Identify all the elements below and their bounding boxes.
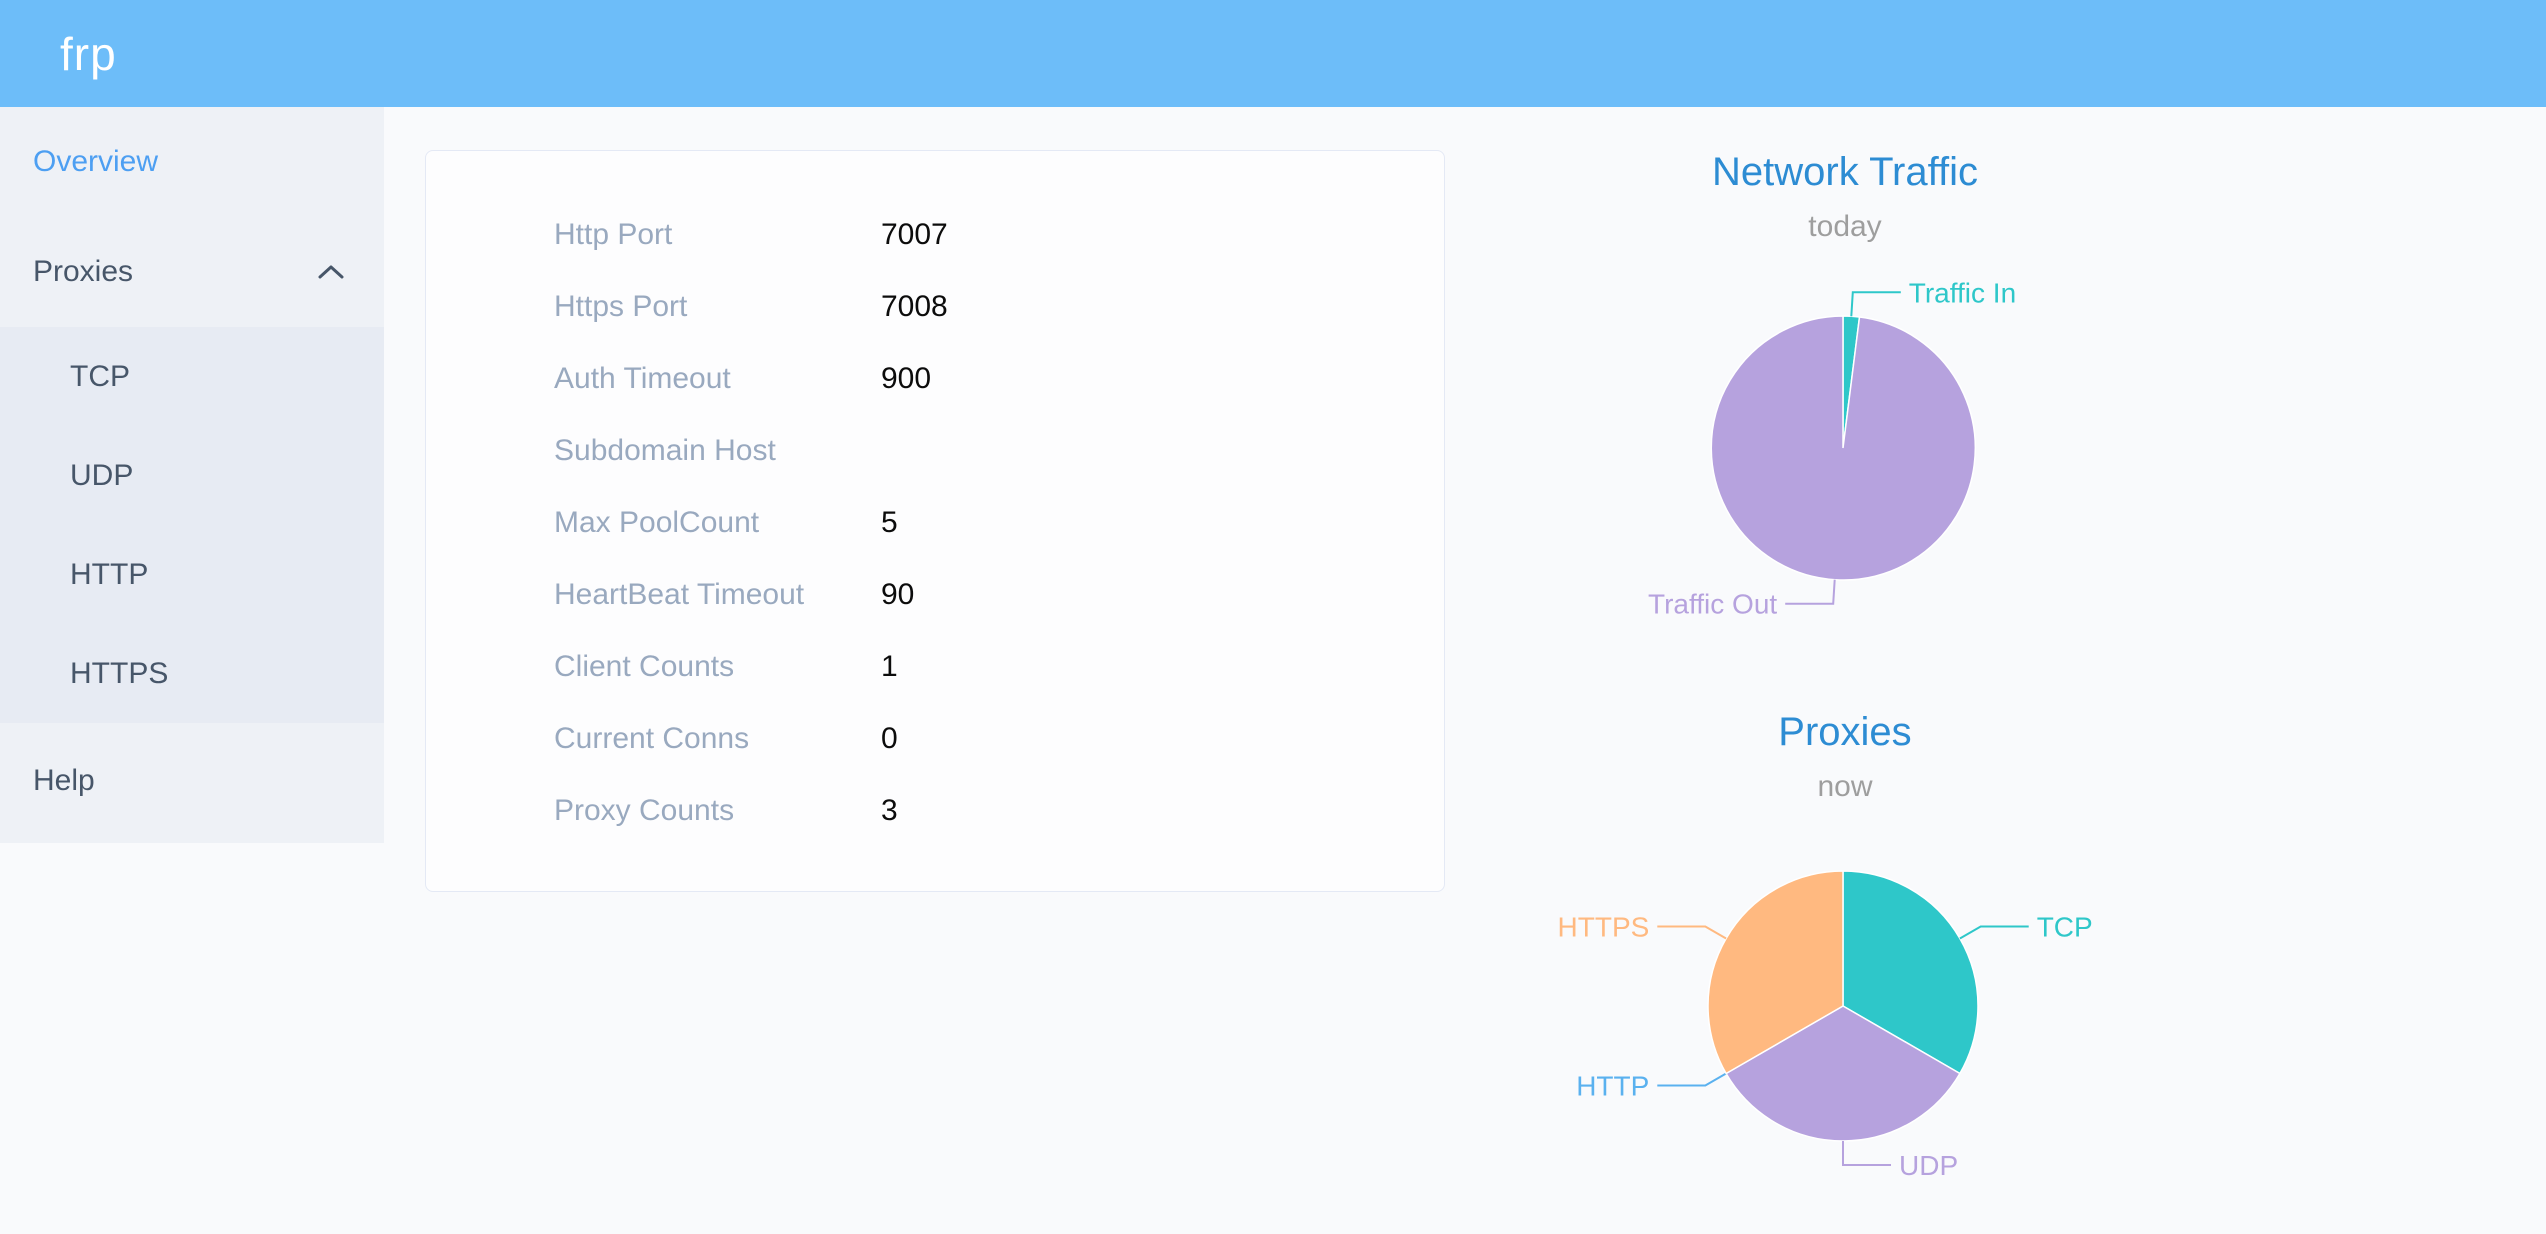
info-row: Current Conns 0 xyxy=(426,703,1444,775)
sidebar-item-help-label: Help xyxy=(33,764,95,797)
app-header: frp xyxy=(0,0,2546,107)
pie-leader-line-tcp xyxy=(1959,925,2029,940)
sidebar-item-http-label: HTTP xyxy=(70,557,149,591)
sidebar-item-proxies[interactable]: Proxies xyxy=(0,217,384,327)
info-row: Subdomain Host xyxy=(426,415,1444,487)
pie-label-traffic-in: Traffic In xyxy=(1909,277,2016,308)
info-rows: Http Port 7007 Https Port 7008 Auth Time… xyxy=(426,151,1444,847)
pie-leader-line-traffic-in xyxy=(1850,291,1901,317)
pie-label-udp: UDP xyxy=(1899,1150,1958,1181)
pie-slice-https[interactable] xyxy=(1707,870,1844,1075)
info-label: Http Port xyxy=(554,218,673,251)
sidebar-item-proxies-label: Proxies xyxy=(33,255,134,288)
info-row: Max PoolCount 5 xyxy=(426,487,1444,559)
info-label: Auth Timeout xyxy=(554,362,731,395)
sidebar: Overview Proxies TCP UDP HTTP HTTPS Help xyxy=(0,107,384,843)
sidebar-item-https[interactable]: HTTPS xyxy=(0,624,384,723)
pie-slice-traffic-out[interactable] xyxy=(1710,315,1977,581)
sidebar-item-udp[interactable]: UDP xyxy=(0,426,384,525)
network-traffic-subtitle: today xyxy=(1808,210,1882,243)
info-value: 7007 xyxy=(881,218,948,251)
sidebar-item-https-label: HTTPS xyxy=(70,656,169,690)
pie-leader-line-http xyxy=(1657,1072,1727,1087)
network-traffic-title: Network Traffic xyxy=(1712,150,1978,194)
pie-slice-tcp[interactable] xyxy=(1842,870,1979,1075)
info-value: 900 xyxy=(881,362,932,395)
info-value: 90 xyxy=(881,578,915,611)
info-row: Proxy Counts 3 xyxy=(426,775,1444,847)
chevron-up-icon[interactable] xyxy=(318,264,344,280)
network-traffic-pie: Traffic In Traffic Out xyxy=(1648,277,2016,620)
sidebar-item-overview-label: Overview xyxy=(33,145,159,178)
network-traffic-chart: Network Traffic today Traffic In Traffic … xyxy=(1545,140,2145,700)
pie-label-https: HTTPS xyxy=(1558,912,1650,943)
info-label: Current Conns xyxy=(554,722,750,755)
pie-leader-line-udp xyxy=(1842,1141,1891,1166)
sidebar-item-help[interactable]: Help xyxy=(0,723,384,839)
info-label: Proxy Counts xyxy=(554,794,735,827)
server-info-card: Http Port 7007 Https Port 7008 Auth Time… xyxy=(425,150,1445,892)
info-label: Client Counts xyxy=(554,650,735,683)
info-row: Https Port 7008 xyxy=(426,271,1444,343)
sidebar-item-tcp-label: TCP xyxy=(70,359,130,393)
info-row: Http Port 7007 xyxy=(426,199,1444,271)
info-value: 7008 xyxy=(881,290,948,323)
pie-label-traffic-out: Traffic Out xyxy=(1648,589,1777,620)
pie-leader-line-https xyxy=(1657,925,1727,940)
info-value: 5 xyxy=(881,506,898,539)
info-label: HeartBeat Timeout xyxy=(554,578,805,611)
proxies-chart: Proxies now TCP UDP HTTP HTTPS xyxy=(1545,700,2145,1234)
info-value: 1 xyxy=(881,650,898,683)
sidebar-item-tcp[interactable]: TCP xyxy=(0,327,384,426)
pie-label-tcp: TCP xyxy=(2037,912,2093,943)
pie-leader-line-traffic-out xyxy=(1785,579,1836,605)
frp-logo: frp xyxy=(60,27,117,80)
info-value: 0 xyxy=(881,722,898,755)
info-label: Max PoolCount xyxy=(554,506,760,539)
info-row: Client Counts 1 xyxy=(426,631,1444,703)
sidebar-item-http[interactable]: HTTP xyxy=(0,525,384,624)
info-label: Https Port xyxy=(554,290,688,323)
proxies-pie: TCP UDP HTTP HTTPS xyxy=(1558,870,2093,1181)
proxies-submenu: TCP UDP HTTP HTTPS xyxy=(0,327,384,723)
info-row: HeartBeat Timeout 90 xyxy=(426,559,1444,631)
sidebar-item-overview[interactable]: Overview xyxy=(0,107,384,217)
proxies-title: Proxies xyxy=(1778,710,1912,754)
info-label: Subdomain Host xyxy=(554,434,776,467)
info-row: Auth Timeout 900 xyxy=(426,343,1444,415)
sidebar-item-udp-label: UDP xyxy=(70,458,134,492)
proxies-subtitle: now xyxy=(1817,770,1873,803)
pie-label-http: HTTP xyxy=(1576,1071,1649,1102)
info-value: 3 xyxy=(881,794,898,827)
pie-slice-udp[interactable] xyxy=(1725,1005,1961,1142)
